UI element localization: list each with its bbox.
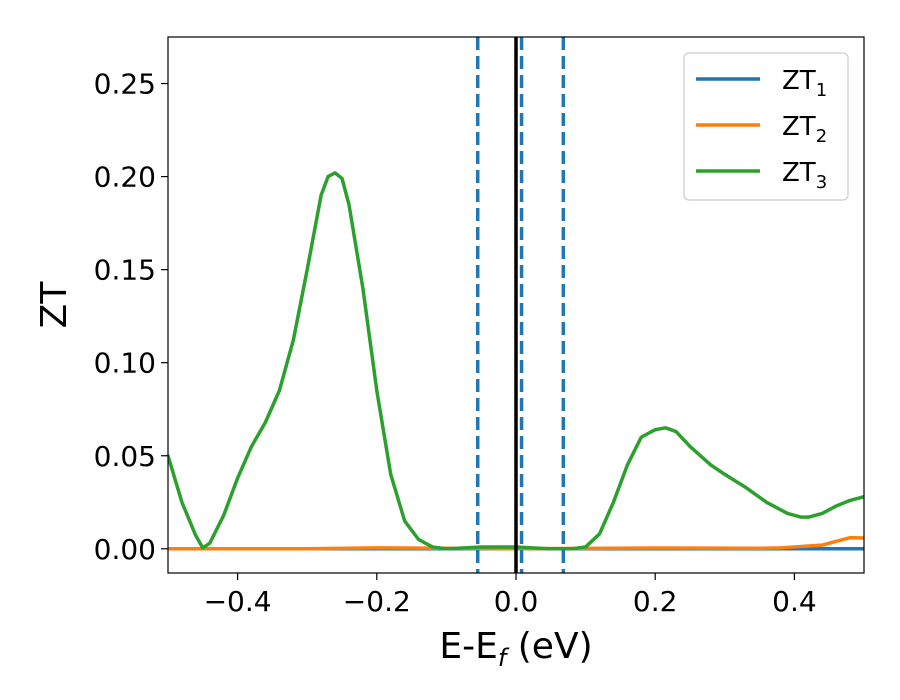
plot-clip-group bbox=[168, 37, 864, 573]
x-axis-label-suffix: (eV) bbox=[506, 626, 592, 667]
y-tick-label: 0.25 bbox=[94, 68, 156, 101]
x-axis-label: E-Ef (eV) bbox=[439, 626, 592, 672]
series-line-zt3 bbox=[168, 171, 864, 551]
x-tick-label: 0.4 bbox=[772, 585, 817, 618]
legend-box bbox=[683, 52, 849, 201]
x-tick-label: −0.4 bbox=[204, 585, 272, 618]
x-axis-label-main: E-E bbox=[439, 626, 497, 667]
legend-label-zt1: ZT1 bbox=[782, 66, 827, 101]
y-tick-label: 0.15 bbox=[94, 254, 156, 287]
y-tick-label: 0.05 bbox=[94, 440, 156, 473]
x-tick-label: −0.2 bbox=[343, 585, 411, 618]
x-tick-label: 0.0 bbox=[494, 585, 539, 618]
legend-label-zt2: ZT2 bbox=[782, 112, 827, 147]
y-axis-label: ZT bbox=[34, 281, 75, 329]
legend: ZT1 ZT2 ZT3 bbox=[683, 52, 849, 201]
y-tick-label: 0.20 bbox=[94, 161, 156, 194]
axis-ticks: −0.4 −0.2 0.0 0.2 0.4 0.00 0.05 0.10 0.15 0.20 0.2… bbox=[94, 68, 817, 618]
y-tick-label: 0.00 bbox=[94, 533, 156, 566]
plot-area bbox=[168, 37, 864, 573]
y-tick-label: 0.10 bbox=[94, 347, 156, 380]
x-tick-label: 0.2 bbox=[633, 585, 678, 618]
legend-label-zt3: ZT3 bbox=[782, 158, 827, 193]
series-line-zt2 bbox=[168, 535, 864, 551]
